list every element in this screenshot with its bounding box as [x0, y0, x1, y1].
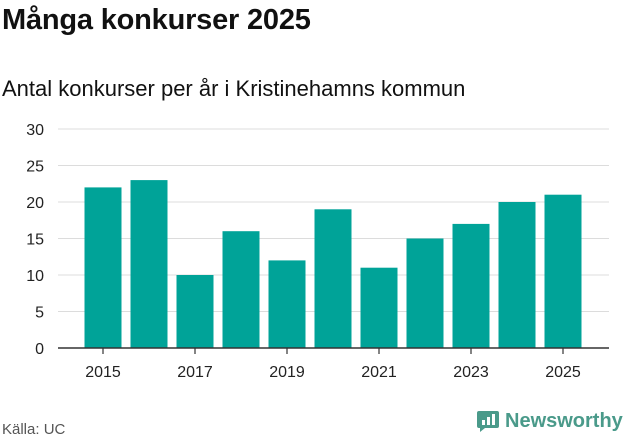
bar-2018	[222, 231, 260, 348]
x-tick-label: 2025	[545, 364, 581, 381]
y-tick-label: 0	[35, 341, 44, 358]
x-tick-label: 2023	[453, 364, 489, 381]
bar-2017	[176, 275, 214, 348]
chart-subtitle: Antal konkurser per år i Kristinehamns k…	[2, 76, 466, 101]
bar-2022	[406, 238, 444, 348]
y-tick-label: 10	[26, 268, 44, 285]
x-axis-ticks: 2015 2017 2019 2021 2023 2025	[85, 348, 581, 381]
newsworthy-logo: Newsworthy	[476, 409, 623, 433]
bar-2020	[314, 209, 352, 348]
bar-2019	[268, 260, 306, 348]
bar-2025	[544, 194, 582, 348]
x-tick-label: 2017	[177, 364, 213, 381]
x-tick-label: 2021	[361, 364, 397, 381]
y-tick-label: 25	[26, 159, 44, 176]
bars	[84, 180, 582, 348]
x-tick-label: 2019	[269, 364, 305, 381]
source-note: Källa: UC	[2, 421, 66, 438]
chart-title: Många konkurser 2025	[2, 4, 311, 36]
bar-2024	[498, 202, 536, 348]
y-tick-label: 30	[26, 122, 44, 139]
bar-2023	[452, 223, 490, 348]
y-tick-label: 5	[35, 305, 44, 322]
bar-2016	[130, 180, 168, 348]
newsworthy-logo-icon	[477, 411, 499, 432]
y-tick-label: 20	[26, 195, 44, 212]
y-tick-label: 15	[26, 232, 44, 249]
bar-2015	[84, 187, 122, 348]
y-axis-ticks: 0 5 10 15 20 25 30	[26, 122, 44, 358]
x-tick-label: 2015	[85, 364, 121, 381]
newsworthy-logo-text: Newsworthy	[505, 409, 623, 432]
bar-2021	[360, 267, 398, 348]
